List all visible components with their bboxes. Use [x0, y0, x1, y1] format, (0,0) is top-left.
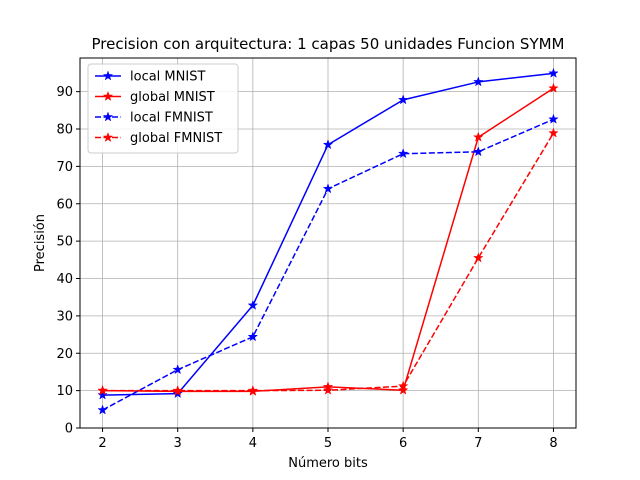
point-local-fmnist: [322, 183, 334, 194]
x-tick-label: 2: [98, 436, 106, 451]
point-global-mnist: [548, 82, 559, 93]
legend-label-global-fmnist: global FMNIST: [130, 131, 222, 146]
point-local-fmnist: [473, 146, 484, 157]
chart-title: Precision con arquitectura: 1 capas 50 u…: [92, 35, 565, 53]
y-tick-label: 60: [56, 197, 73, 212]
x-axis-ticks: 2 3 4 5 6 7 8: [98, 428, 558, 451]
legend-marker-global-fmnist: [102, 131, 114, 142]
point-local-fmnist: [97, 404, 108, 415]
point-local-mnist: [397, 94, 409, 105]
y-tick-label: 70: [56, 160, 73, 175]
legend-box: [87, 63, 239, 154]
y-axis-label: Precisión: [33, 214, 48, 272]
y-tick-label: 20: [56, 347, 73, 362]
point-global-fmnist: [397, 380, 409, 391]
point-global-fmnist: [548, 127, 559, 138]
point-local-mnist: [548, 67, 559, 78]
x-tick-label: 8: [549, 436, 557, 451]
x-tick-label: 3: [174, 436, 182, 451]
point-local-fmnist: [247, 331, 259, 342]
y-tick-label: 30: [56, 309, 73, 324]
legend-label-global-mnist: global MNIST: [130, 90, 215, 105]
point-global-mnist: [473, 131, 484, 142]
y-tick-label: 90: [56, 85, 73, 100]
y-tick-label: 10: [56, 384, 73, 399]
point-local-mnist: [473, 76, 484, 87]
y-tick-label: 50: [56, 235, 73, 250]
point-local-fmnist: [548, 113, 559, 124]
y-tick-label: 80: [56, 123, 73, 138]
x-tick-label: 5: [324, 436, 332, 451]
x-tick-label: 7: [474, 436, 482, 451]
point-global-fmnist: [322, 384, 334, 395]
point-local-fmnist: [172, 364, 183, 375]
point-local-mnist: [322, 139, 334, 150]
legend-marker-local-fmnist: [102, 111, 114, 122]
y-tick-label: 40: [56, 272, 73, 287]
point-local-fmnist: [397, 148, 409, 159]
legend-label-local-mnist: local MNIST: [130, 70, 205, 85]
y-tick-label: 0: [65, 422, 73, 437]
y-axis-ticks: 0 10 20 30 40 50 60 70 80 90: [56, 85, 80, 437]
point-local-mnist: [247, 299, 259, 310]
x-tick-label: 6: [399, 436, 407, 451]
legend-label-local-fmnist: local FMNIST: [130, 111, 213, 126]
point-global-fmnist: [473, 252, 484, 263]
point-global-fmnist: [97, 385, 108, 396]
x-tick-label: 4: [249, 436, 257, 451]
point-global-fmnist: [172, 385, 183, 396]
legend-marker-local-mnist: [102, 70, 114, 81]
point-global-mnist: [397, 384, 409, 395]
legend: local MNIST global MNIST local FMNIST globa…: [87, 63, 239, 154]
series-layer: [97, 67, 559, 415]
x-axis-label: Número bits: [288, 456, 368, 471]
point-local-mnist: [97, 389, 108, 400]
grid-lines: [80, 58, 576, 429]
point-global-fmnist: [247, 385, 259, 396]
legend-marker-global-mnist: [102, 90, 114, 101]
